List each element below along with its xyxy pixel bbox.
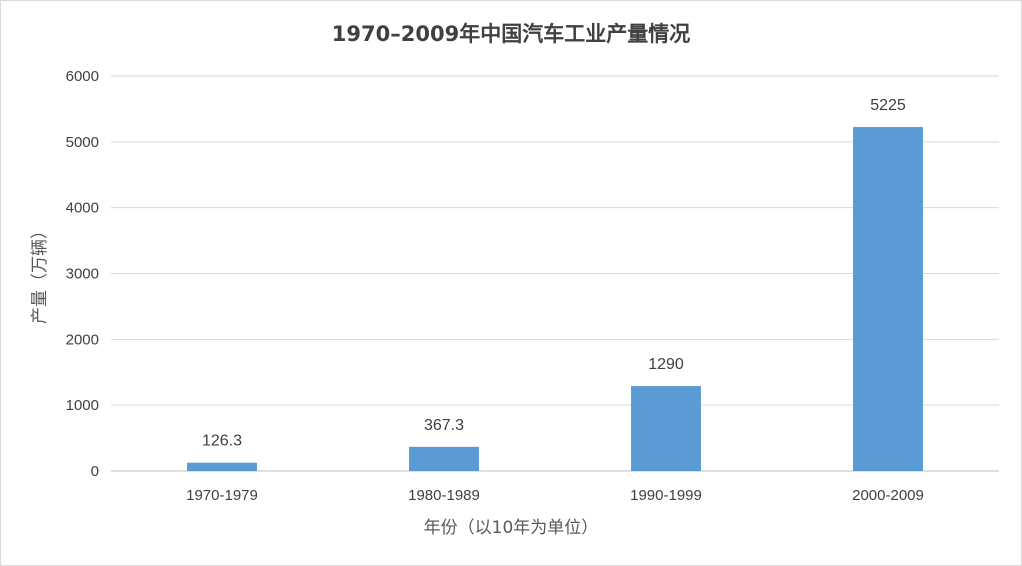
x-tick-label: 1980-1989 — [408, 487, 480, 504]
y-tick-label: 2000 — [66, 331, 99, 348]
bar — [631, 386, 701, 471]
bar — [409, 446, 479, 471]
x-tick-label: 1970-1979 — [186, 487, 258, 504]
y-axis-title: 产量（万辆） — [30, 222, 50, 324]
bars — [187, 127, 923, 471]
bar — [853, 127, 923, 471]
y-tick-label: 5000 — [66, 134, 99, 151]
y-tick-label: 6000 — [66, 68, 99, 85]
y-tick-label: 1000 — [66, 397, 99, 414]
data-label: 367.3 — [424, 417, 464, 434]
x-axis-ticks: 1970-1979 1980-1989 1990-1999 2000-2009 — [186, 487, 924, 504]
y-tick-label: 3000 — [66, 266, 99, 283]
y-tick-label: 0 — [91, 463, 99, 480]
data-label: 1290 — [648, 356, 684, 373]
y-axis-ticks: 0 1000 2000 3000 4000 5000 6000 — [66, 68, 99, 480]
data-label: 126.3 — [202, 433, 242, 450]
bar — [187, 462, 257, 471]
x-tick-label: 1990-1999 — [630, 487, 702, 504]
data-labels: 126.3 367.3 1290 5225 — [202, 97, 906, 450]
chart-title: 1970–2009年中国汽车工业产量情况 — [332, 22, 690, 46]
x-tick-label: 2000-2009 — [852, 487, 924, 504]
gridlines — [111, 75, 999, 472]
data-label: 5225 — [870, 97, 906, 114]
y-tick-label: 4000 — [66, 200, 99, 217]
x-axis-title: 年份（以10年为单位） — [424, 518, 599, 538]
